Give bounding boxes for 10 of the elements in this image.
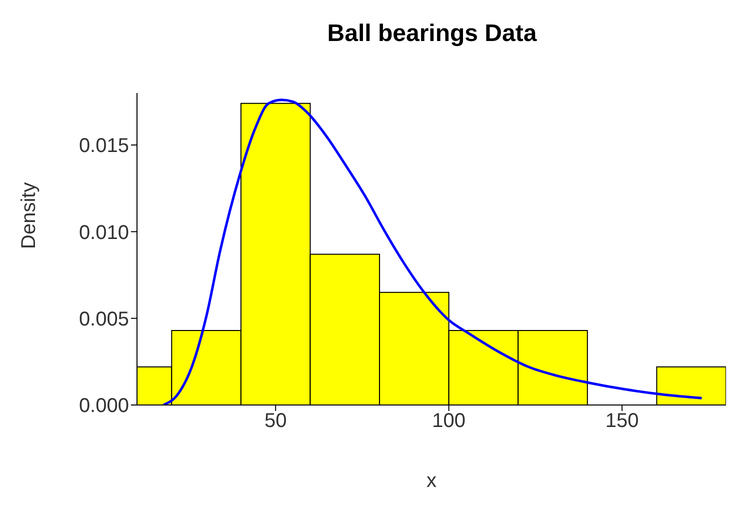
x-tick-label: 100: [432, 410, 466, 432]
chart-title: Ball bearings Data: [326, 20, 538, 48]
x-tick-label: 150: [605, 410, 639, 432]
y-tick-label: 0.000: [78, 395, 129, 418]
y-tick-label: 0.015: [78, 135, 129, 158]
y-tick-label: 0.005: [78, 308, 129, 330]
x-tick-label: 50: [264, 410, 287, 432]
y-tick-label: 0.010: [78, 222, 129, 244]
x-axis-title: x: [426, 470, 436, 492]
y-axis-title: Density: [18, 182, 40, 249]
